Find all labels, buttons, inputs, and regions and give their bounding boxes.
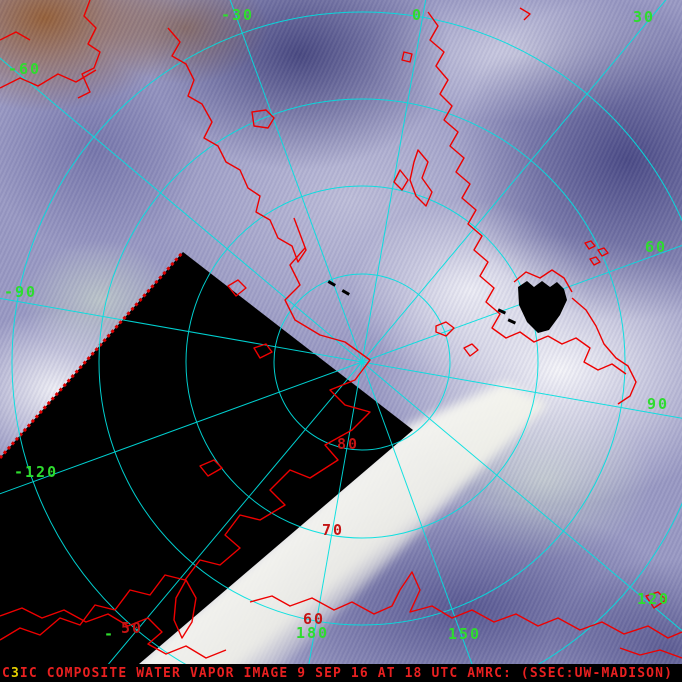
caption-text-c: C — [2, 665, 11, 681]
lon-label-neg30: -30 — [221, 6, 255, 24]
latitude-circle-50 — [11, 11, 682, 682]
wedge-dotted-edge — [0, 251, 185, 459]
latitude-circle-80 — [273, 273, 451, 451]
caption-text-rest: IC COMPOSITE WATER VAPOR IMAGE 9 SEP 16 … — [19, 665, 674, 681]
lat-label-80: 80 — [337, 435, 360, 453]
lon-label-neg120: -120 — [14, 463, 59, 481]
lon-label-neg90: -90 — [4, 283, 38, 301]
lon-label-90: 90 — [647, 395, 670, 413]
lon-label-neg150-partial: - — [104, 625, 116, 643]
missing-data-wedge — [0, 251, 413, 682]
bright-terminator-band — [112, 382, 548, 682]
caption-bar: C 3 IC COMPOSITE WATER VAPOR IMAGE 9 SEP 1… — [0, 664, 682, 682]
lon-label-120: 120 — [637, 590, 671, 608]
coastlines — [0, 0, 682, 659]
lon-label-180: 180 — [296, 624, 330, 642]
lon-label-150: 150 — [448, 625, 482, 643]
data-gap-blob — [327, 280, 567, 333]
lat-label-60: 60 — [303, 610, 326, 628]
latitude-circle-70 — [185, 185, 539, 539]
lon-label-30: 30 — [633, 8, 656, 26]
lat-label-70: 70 — [322, 521, 345, 539]
caption-text-3: 3 — [10, 665, 20, 681]
latitude-circle-60 — [98, 98, 626, 626]
lon-label-0: 0 — [412, 6, 424, 24]
lon-label-neg60: -60 — [8, 60, 42, 78]
lat-label-50: 50 — [121, 619, 144, 637]
lon-label-60: 60 — [645, 238, 668, 256]
